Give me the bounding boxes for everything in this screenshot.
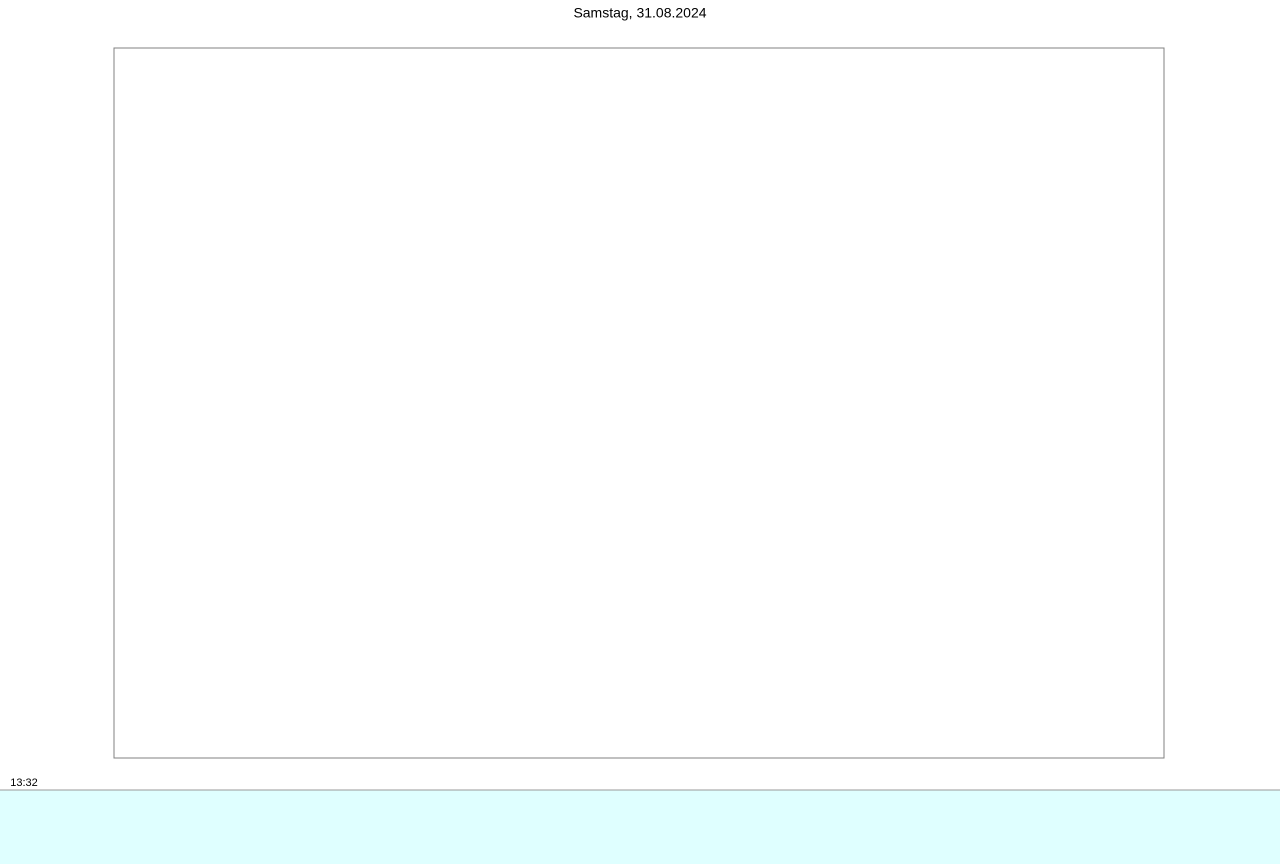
left-time: 13:32 bbox=[10, 777, 38, 789]
chart-title: Samstag, 31.08.2024 bbox=[573, 5, 706, 21]
plot-frame bbox=[113, 47, 1165, 759]
table-background bbox=[0, 790, 1280, 864]
